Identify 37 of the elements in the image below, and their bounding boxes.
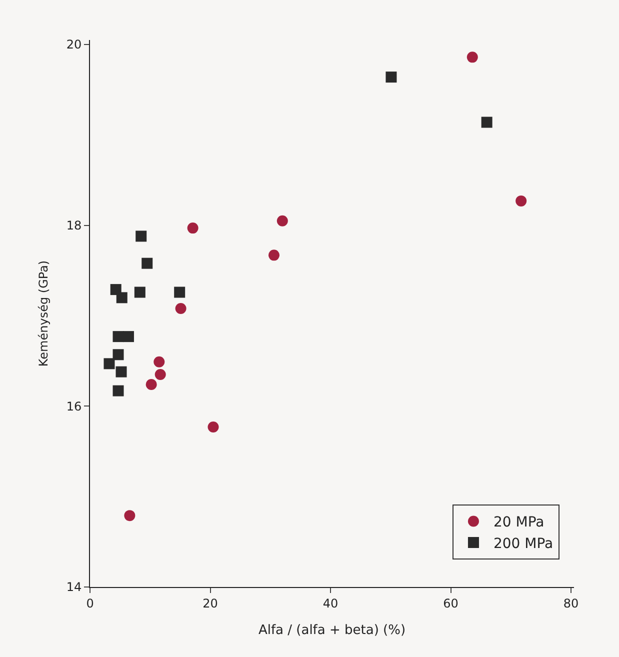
legend-label: 200 MPa — [493, 536, 554, 552]
point — [268, 250, 280, 261]
point — [466, 52, 478, 63]
y-tick-label: 16 — [66, 399, 82, 414]
point — [154, 369, 166, 380]
point — [516, 195, 527, 206]
y-tick-label: 18 — [66, 218, 82, 233]
point — [142, 258, 153, 269]
point — [481, 116, 492, 128]
x-axis-title: Alfa / (alfa + beta) (%) — [258, 623, 406, 638]
point — [134, 286, 146, 298]
point — [116, 366, 127, 378]
y-axis-title: Keménység (GPa) — [36, 260, 51, 367]
point — [116, 292, 128, 304]
point — [175, 303, 186, 314]
point — [154, 356, 165, 368]
legend-label: 20 MPa — [493, 514, 544, 531]
x-tick-label: 40 — [322, 596, 338, 610]
point — [122, 331, 134, 342]
point — [104, 358, 115, 370]
x-tick-label: 20 — [202, 596, 218, 610]
point — [187, 222, 198, 234]
x-tick-label: 80 — [563, 596, 579, 610]
point — [208, 421, 219, 432]
x-tick-label: 60 — [443, 596, 458, 610]
point — [386, 72, 397, 83]
point — [174, 286, 186, 298]
point — [136, 230, 147, 242]
y-tick-label: 20 — [66, 38, 82, 52]
point — [276, 215, 288, 226]
point — [146, 378, 157, 390]
point — [112, 331, 124, 342]
y-tick-label: 14 — [66, 580, 82, 594]
point — [124, 510, 136, 522]
point — [112, 385, 124, 396]
x-tick-label: 0 — [86, 596, 94, 610]
point — [112, 349, 124, 360]
